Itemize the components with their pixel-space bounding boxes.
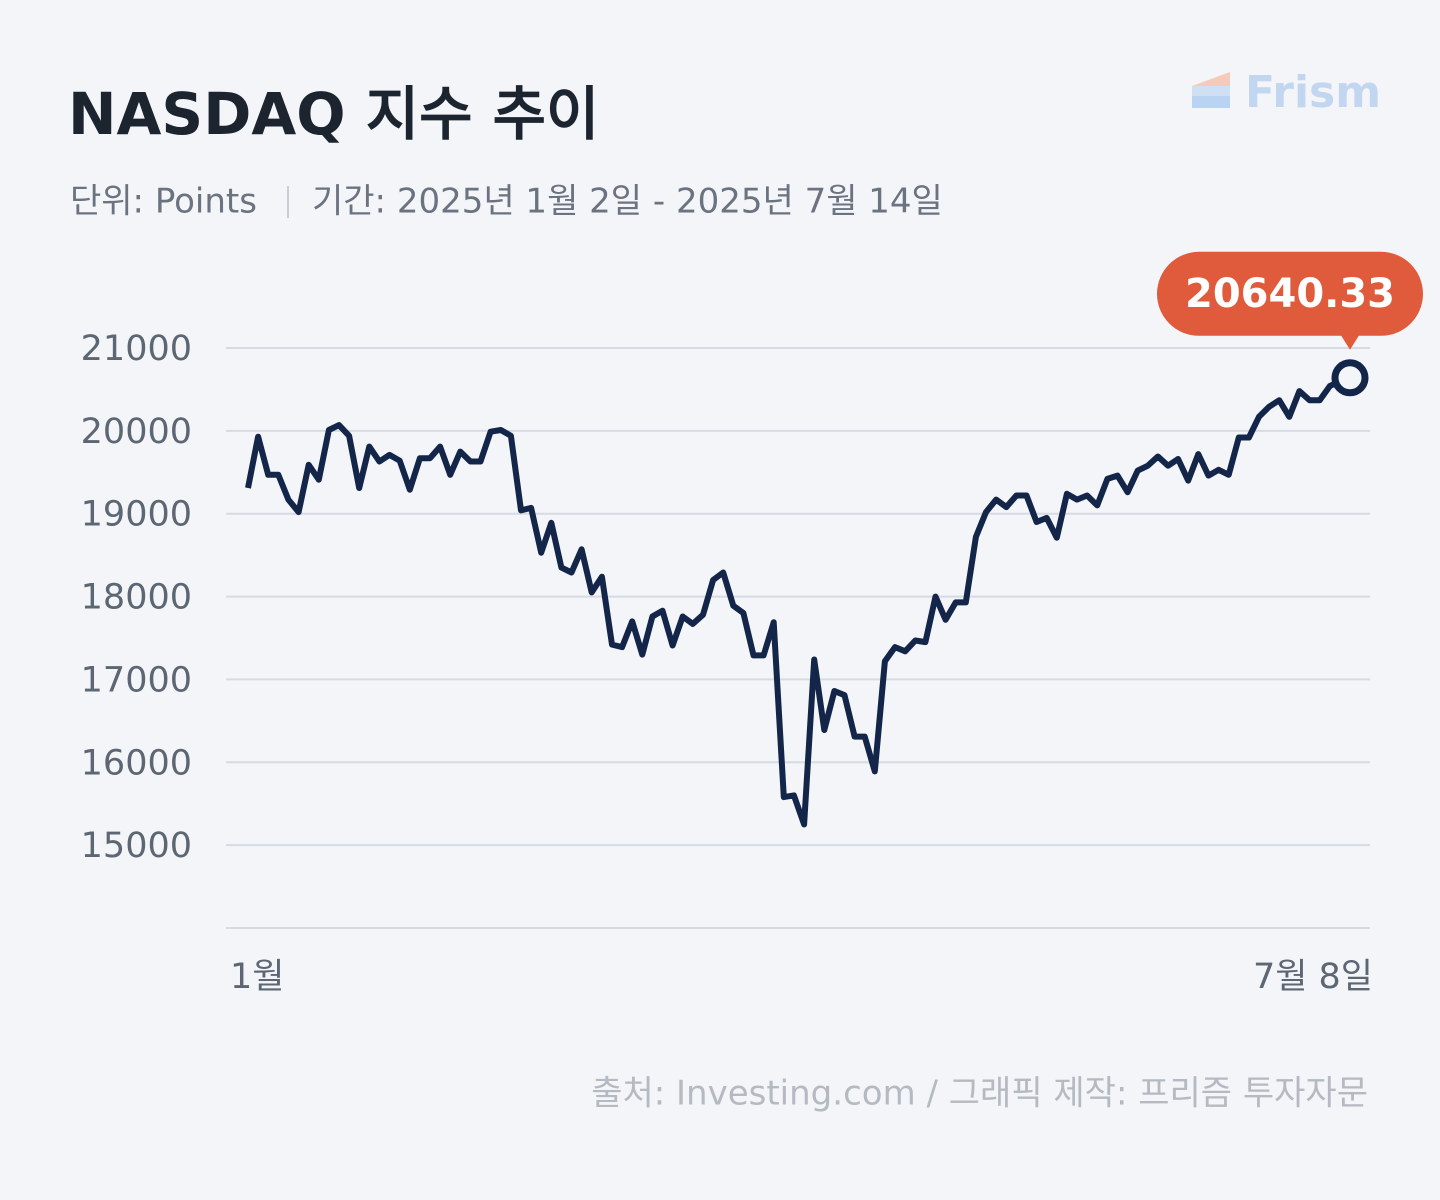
y-tick-label: 15000 — [81, 826, 192, 866]
y-tick-label: 21000 — [81, 329, 192, 369]
period: 기간: 2025년 1월 2일 - 2025년 7월 14일 — [312, 182, 943, 222]
y-tick-label: 16000 — [81, 743, 192, 783]
y-tick-label: 19000 — [81, 495, 192, 535]
last-point — [1331, 359, 1369, 397]
y-tick-label: 18000 — [81, 578, 192, 618]
chart-title: NASDAQ 지수 추이 — [68, 80, 599, 148]
value-label: 20640.33 — [1185, 271, 1395, 317]
y-tick-label: 17000 — [81, 660, 192, 700]
line — [245, 374, 1351, 828]
x-tick-label: 1월 — [230, 957, 284, 997]
value-bubble — [1157, 251, 1423, 336]
chart-subtitle: 단위: Points — [70, 182, 257, 222]
y-tick-label: 20000 — [81, 412, 192, 452]
logo: Frism — [1245, 67, 1381, 118]
x-tick-label: 7월 8일 — [1253, 957, 1373, 997]
source: 출처: Investing.com / 그래픽 제작: 프리즘 투자자문 — [591, 1074, 1368, 1114]
logo-icon — [1192, 72, 1230, 108]
value-bubble-tip — [1340, 333, 1360, 350]
